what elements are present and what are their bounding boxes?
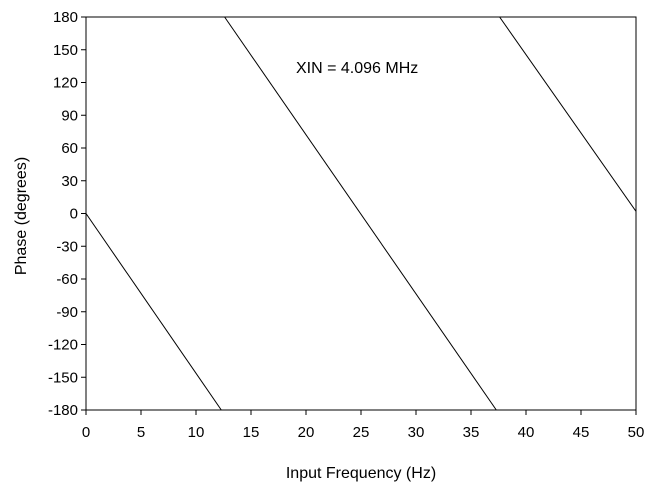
y-tick-label: 120 <box>53 75 78 92</box>
y-tick-label: 90 <box>61 107 78 124</box>
y-axis-title: Phase (degrees) <box>13 157 30 275</box>
y-tick-label: 60 <box>61 140 78 157</box>
y-tick-label: 30 <box>61 173 78 190</box>
y-tick-label: -90 <box>56 304 78 321</box>
x-tick-label: 45 <box>573 424 590 441</box>
x-tick-label: 40 <box>518 424 535 441</box>
chart-annotation: XIN = 4.096 MHz <box>296 60 418 77</box>
x-tick-label: 25 <box>353 424 370 441</box>
y-tick-label: -60 <box>56 271 78 288</box>
x-tick-label: 20 <box>298 424 315 441</box>
y-tick-label: -180 <box>48 402 78 419</box>
phase-line-segment-1 <box>85 213 222 411</box>
x-tick-label: 0 <box>82 424 90 441</box>
y-tick-label: -150 <box>48 369 78 386</box>
x-tick-label: 50 <box>628 424 645 441</box>
y-tick-label: 0 <box>70 206 78 223</box>
y-tick-label: 180 <box>53 9 78 26</box>
x-tick-label: 35 <box>463 424 480 441</box>
phase-line-segment-3 <box>499 16 637 212</box>
x-tick-label: 15 <box>243 424 260 441</box>
x-tick-label: 10 <box>188 424 205 441</box>
y-tick-label: -30 <box>56 238 78 255</box>
x-tick-label: 30 <box>408 424 425 441</box>
y-axis: 180 150 120 90 60 30 0 -30 -60 -90 -120 -150 -180 <box>48 9 86 419</box>
x-tick-label: 5 <box>137 424 145 441</box>
series-layer <box>85 16 637 411</box>
x-axis-title: Input Frequency (Hz) <box>286 465 436 482</box>
y-tick-label: 150 <box>53 42 78 59</box>
phase-line-segment-2 <box>224 16 497 411</box>
y-tick-label: -120 <box>48 337 78 354</box>
x-axis: 0 5 10 15 20 25 30 35 40 45 50 <box>82 410 645 441</box>
